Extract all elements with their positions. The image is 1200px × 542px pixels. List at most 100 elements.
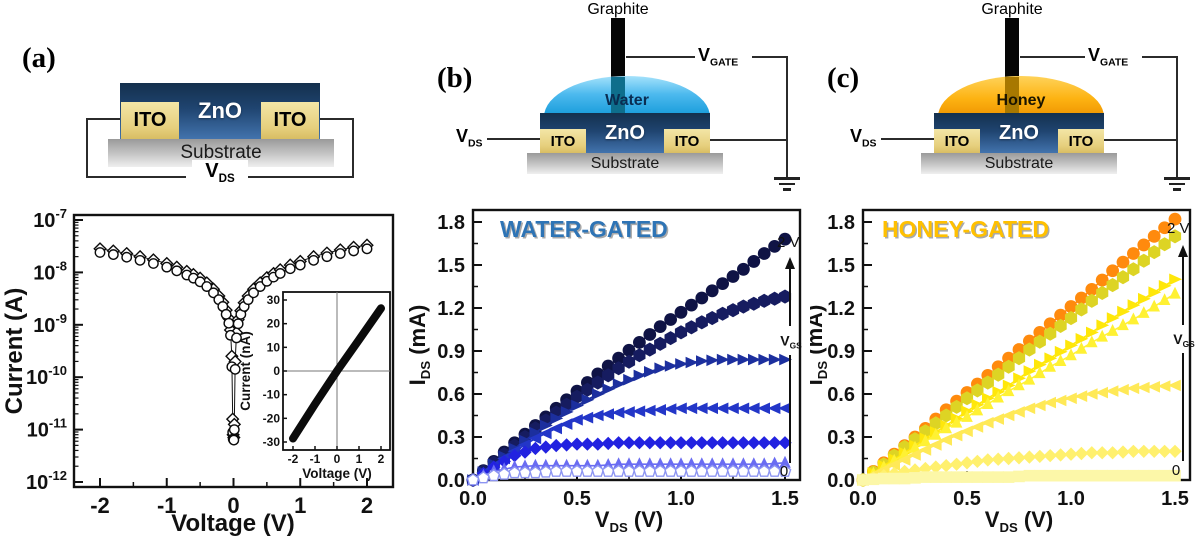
vds-label: VDS xyxy=(192,160,248,185)
svg-text:2 V: 2 V xyxy=(1167,220,1190,237)
svg-text:1: 1 xyxy=(294,493,306,518)
ito-electrode-right: ITO xyxy=(664,129,710,153)
wire xyxy=(752,56,788,58)
panel-b-label: (b) xyxy=(437,62,473,94)
wire xyxy=(626,56,695,58)
substrate-layer: Substrate xyxy=(527,153,723,174)
svg-text:1.0: 1.0 xyxy=(667,488,695,510)
ito-electrode-left: ITO xyxy=(934,129,980,153)
ground-icon xyxy=(1164,177,1190,191)
svg-text:-1: -1 xyxy=(310,452,321,466)
axes: 0.0 0.5 1.0 1.5 0.0 0.3 0.6 0.9 1.2 1.5 1.8 VDS (V)… xyxy=(810,208,1192,535)
svg-text:1.0: 1.0 xyxy=(1057,488,1085,510)
liquid-label: Water xyxy=(605,92,649,109)
axes: -2 -1 0 1 210-710-810-910-1010-1110-12Voltag… xyxy=(1,206,395,537)
ground-icon xyxy=(774,177,800,191)
svg-text:2: 2 xyxy=(378,452,385,466)
svg-text:Current (A): Current (A) xyxy=(1,288,28,415)
wire xyxy=(246,176,354,178)
water-gated-output-chart: 0.0 0.5 1.0 1.5 0.0 0.3 0.6 0.9 1.2 1.5 1.8 VDS (V)… xyxy=(405,208,802,535)
vgate-label: VGATE xyxy=(698,45,739,69)
zno-label: ZnO xyxy=(198,98,242,123)
wire xyxy=(352,118,354,178)
svg-text:0: 0 xyxy=(1172,462,1180,479)
svg-text:0.3: 0.3 xyxy=(827,427,855,449)
vgate-label: VGATE xyxy=(1088,45,1129,69)
series-right-triangles xyxy=(467,353,792,486)
graphite-label: Graphite xyxy=(587,1,649,18)
svg-text:Voltage (V): Voltage (V) xyxy=(302,466,372,481)
svg-text:VGS: VGS xyxy=(1173,331,1195,349)
wire xyxy=(1142,56,1178,58)
svg-text:0.5: 0.5 xyxy=(953,488,981,510)
svg-text:1.5: 1.5 xyxy=(771,488,799,510)
svg-text:0: 0 xyxy=(334,452,341,466)
svg-text:VDS (V): VDS (V) xyxy=(595,507,663,535)
svg-text:30: 30 xyxy=(267,293,281,307)
svg-text:0.5: 0.5 xyxy=(563,488,591,510)
svg-text:HONEY-GATED: HONEY-GATED xyxy=(884,218,1051,244)
svg-text:0.0: 0.0 xyxy=(459,488,487,510)
svg-text:Voltage (V): Voltage (V) xyxy=(171,510,295,537)
vds-label: VDS xyxy=(850,126,877,150)
zno-label: ZnO xyxy=(999,121,1039,144)
svg-text:20: 20 xyxy=(267,317,281,331)
svg-text:0.0: 0.0 xyxy=(849,488,877,510)
svg-text:10: 10 xyxy=(267,340,281,354)
svg-text:1.2: 1.2 xyxy=(437,298,465,320)
series-vgs-0-squares xyxy=(857,469,1181,486)
svg-text:VGS: VGS xyxy=(780,333,802,351)
svg-text:0.3: 0.3 xyxy=(437,427,465,449)
wire xyxy=(710,139,788,141)
svg-text:10-9: 10-9 xyxy=(33,311,67,337)
svg-text:2: 2 xyxy=(361,493,373,518)
svg-text:1.8: 1.8 xyxy=(827,212,855,234)
svg-text:IDS (mA): IDS (mA) xyxy=(810,305,830,386)
svg-text:10-8: 10-8 xyxy=(33,258,67,284)
svg-text:10-11: 10-11 xyxy=(27,416,67,442)
substrate-layer: Substrate xyxy=(108,139,334,167)
svg-text:0.9: 0.9 xyxy=(827,341,855,363)
series-vgs-0-pentagons xyxy=(466,464,792,486)
svg-text:10-10: 10-10 xyxy=(26,363,67,389)
svg-text:WATER-GATED: WATER-GATED xyxy=(502,218,670,244)
svg-text:1: 1 xyxy=(356,452,363,466)
svg-text:-20: -20 xyxy=(263,411,281,425)
svg-text:0.0: 0.0 xyxy=(437,470,465,492)
gate-voltage-annotation: 2 V 0 VGS xyxy=(777,234,802,480)
svg-text:1.5: 1.5 xyxy=(437,255,465,277)
graphite-submerged xyxy=(611,77,625,113)
honey-gated-output-chart: 0.0 0.5 1.0 1.5 0.0 0.3 0.6 0.9 1.2 1.5 1.8 VDS (V)… xyxy=(810,208,1195,535)
dark-iv-log-chart: -2 -1 0 1 210-710-810-910-1010-1110-12Voltag… xyxy=(1,206,395,537)
svg-text:2 V: 2 V xyxy=(777,234,800,251)
series-hexagons xyxy=(856,229,1182,487)
panel-c-label: (c) xyxy=(827,62,860,94)
zno-label: ZnO xyxy=(605,121,645,144)
wire xyxy=(487,138,540,140)
svg-text:10-12: 10-12 xyxy=(26,468,67,494)
wire xyxy=(86,118,88,178)
gate-voltage-annotation: 2 V 0 VGS xyxy=(1167,220,1195,479)
graphite-electrode xyxy=(611,18,625,78)
series-sweep-circles xyxy=(94,243,373,446)
svg-text:WATER-GATED: WATER-GATED xyxy=(500,216,668,242)
liquid-label: Honey xyxy=(996,92,1046,109)
series-left-triangles xyxy=(856,379,1181,486)
svg-text:1.5: 1.5 xyxy=(827,255,855,277)
svg-text:10-7: 10-7 xyxy=(33,206,67,232)
svg-text:IDS (mA): IDS (mA) xyxy=(405,305,433,386)
svg-text:0.6: 0.6 xyxy=(437,384,465,406)
wire xyxy=(86,176,186,178)
ito-electrode-right: ITO xyxy=(1058,129,1104,153)
graphite-label: Graphite xyxy=(981,1,1043,18)
wire xyxy=(1104,139,1178,141)
svg-text:-1: -1 xyxy=(157,493,177,518)
ito-electrode-right: ITO xyxy=(261,102,319,139)
axes: 0.0 0.5 1.0 1.5 0.0 0.3 0.6 0.9 1.2 1.5 1.8 VDS (V)… xyxy=(405,208,802,535)
wire xyxy=(786,56,788,177)
svg-text:-2: -2 xyxy=(288,452,299,466)
